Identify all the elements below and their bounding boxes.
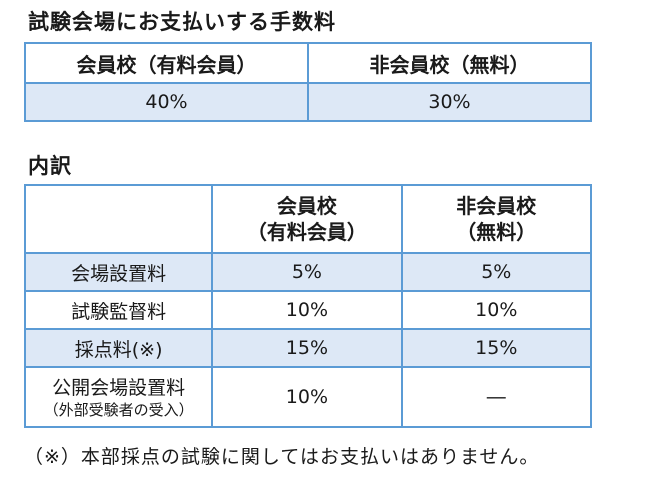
breakdown-title: 内訳 [28, 154, 72, 178]
breakdown-header-member: 会員校 （有料会員） [211, 184, 403, 254]
fee-header-member: 会員校（有料会員） [24, 42, 309, 84]
row-label: 試験監督料 [23, 290, 214, 330]
page-title: 試験会場にお支払いする手数料 [28, 10, 336, 34]
table-row: 試験監督料 10% 10% [23, 290, 593, 330]
row-label-sub: （外部受験者の受入） [43, 401, 194, 419]
table-row: 採点料(※) 15% 15% [23, 328, 593, 368]
breakdown-header-empty [23, 184, 214, 254]
breakdown-header-nonmember-line1: 非会員校 [456, 194, 537, 218]
table-row: 公開会場設置料 （外部受験者の受入） 10% ― [23, 366, 593, 428]
fee-value-nonmember: 30% [307, 82, 592, 122]
fee-table-header-row: 会員校（有料会員） 非会員校（無料） [24, 42, 592, 84]
row-member-value: 10% [211, 290, 403, 330]
row-member-value: 15% [211, 328, 403, 368]
breakdown-header-nonmember: 非会員校 （無料） [400, 184, 593, 254]
row-nonmember-value: ― [400, 366, 593, 428]
fee-table-value-row: 40% 30% [24, 82, 592, 122]
row-label: 会場設置料 [23, 252, 214, 292]
row-member-value: 5% [211, 252, 403, 292]
breakdown-header-row: 会員校 （有料会員） 非会員校 （無料） [23, 184, 593, 254]
row-label-main: 公開会場設置料 [52, 377, 186, 399]
row-nonmember-value: 15% [400, 328, 593, 368]
table-row: 会場設置料 5% 5% [23, 252, 593, 292]
row-member-value: 10% [211, 366, 403, 428]
row-nonmember-value: 10% [400, 290, 593, 330]
breakdown-header-nonmember-line2: （無料） [456, 220, 537, 244]
fee-table: 会員校（有料会員） 非会員校（無料） 40% 30% [24, 42, 592, 122]
fee-header-nonmember: 非会員校（無料） [307, 42, 592, 84]
breakdown-header-member-line2: （有料会員） [246, 220, 367, 244]
footnote: （※）本部採点の試験に関してはお支払いはありません。 [24, 446, 540, 468]
row-label: 採点料(※) [23, 328, 214, 368]
row-label: 公開会場設置料 （外部受験者の受入） [23, 366, 214, 428]
row-nonmember-value: 5% [400, 252, 593, 292]
breakdown-header-member-line1: 会員校 [276, 194, 337, 218]
breakdown-table: 会員校 （有料会員） 非会員校 （無料） 会場設置料 5% 5% 試験監督料 1… [23, 184, 593, 428]
fee-value-member: 40% [24, 82, 309, 122]
